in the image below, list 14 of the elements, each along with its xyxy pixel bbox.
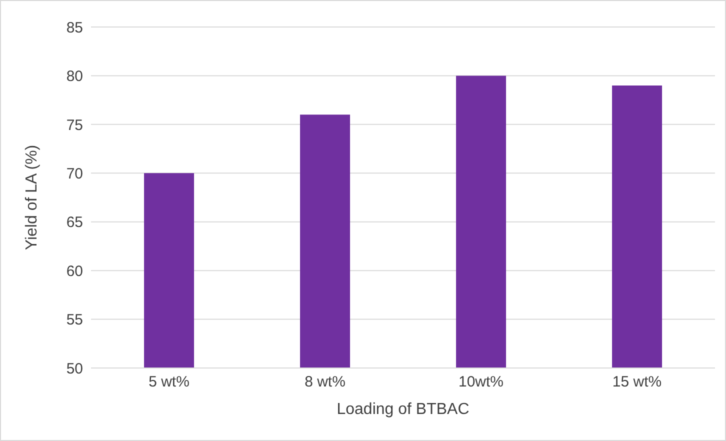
y-tick-label: 50 (66, 360, 83, 378)
y-tick-label: 55 (66, 312, 83, 329)
y-tick-label: 70 (66, 165, 83, 182)
y-tick-label: 65 (66, 214, 83, 232)
y-tick-label: 60 (66, 262, 83, 280)
y-tick-label: 75 (66, 116, 83, 134)
x-tick-label: 15 wt% (612, 374, 662, 391)
x-axis-title: Loading of BTBAC (336, 401, 470, 418)
y-tick-label: 80 (66, 68, 83, 86)
y-tick-label: 85 (66, 19, 83, 36)
x-tick-label: 5 wt% (148, 374, 190, 391)
y-axis-title: Yield of LA (%) (24, 144, 41, 250)
x-tick-label: 10wt% (458, 374, 504, 391)
x-tick-label: 8 wt% (304, 374, 346, 391)
